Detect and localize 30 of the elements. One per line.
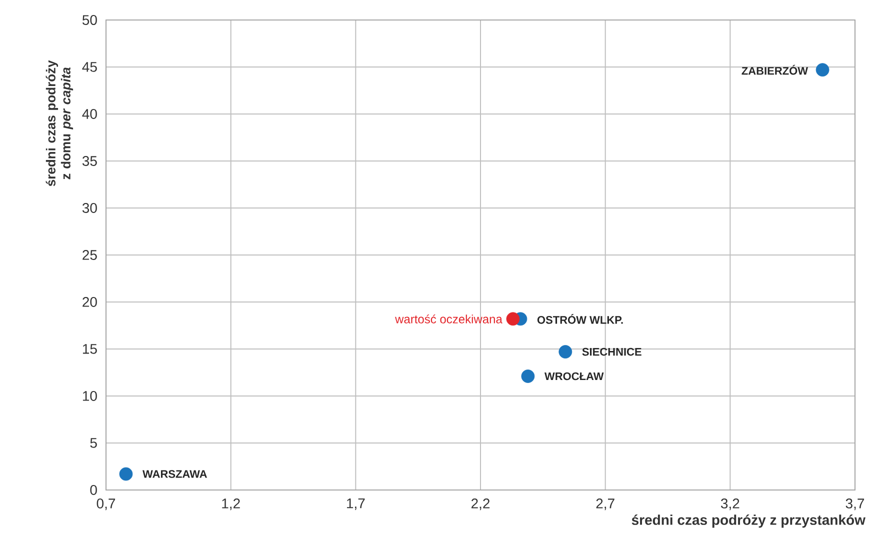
x-tick-label: 0,7 [96,498,116,510]
x-tick-label: 2,2 [471,498,490,510]
x-tick-label: 1,7 [347,498,365,510]
y-tick-label: 35 [82,156,97,166]
x-tick-label: 3,2 [720,498,740,510]
y-tick-label: 25 [82,250,97,260]
point [521,370,535,383]
x-tick-label: 3,7 [846,498,864,510]
x-tick-label: 2,7 [596,498,614,510]
annotation: WARSZAWA [142,470,207,478]
point [506,312,520,326]
point [816,63,830,77]
x-axis-title: średni czas podróży z przystanków [632,514,866,528]
y-tick-label: 10 [82,391,97,401]
x-tick-label: 1,2 [222,498,240,510]
annotation: SIECHNICE [582,348,642,356]
point [119,467,133,481]
annotation: ZABIERZÓW [742,64,808,75]
point [558,345,572,359]
series-label: wartość oczekiwana [395,314,502,324]
y-tick-label: 45 [82,62,97,72]
y-tick-label: 30 [82,203,97,213]
y-tick-label: 20 [82,297,97,307]
y-tick-label: 0 [90,485,97,495]
y-tick-label: 5 [90,438,97,448]
annotation: OSTRÓW WLKP. [537,314,623,324]
y-tick-label: 15 [82,344,97,354]
y-tick-label: 40 [82,109,97,119]
annotation: WROCŁAW [544,372,604,380]
y-tick-label: 50 [82,15,97,25]
